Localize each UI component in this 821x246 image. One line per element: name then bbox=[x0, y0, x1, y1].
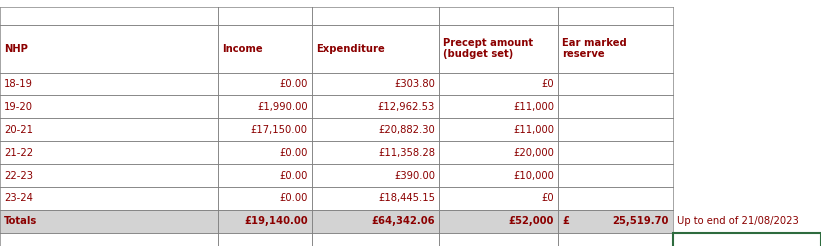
Bar bbox=[439, 25, 558, 73]
Bar bbox=[218, 7, 312, 25]
Bar bbox=[312, 25, 439, 73]
Bar bbox=[558, 95, 673, 118]
Bar bbox=[0, 164, 218, 187]
Text: 23-24: 23-24 bbox=[4, 193, 33, 203]
Bar bbox=[312, 187, 439, 210]
Bar bbox=[312, 7, 439, 25]
Bar bbox=[558, 210, 673, 233]
Text: £19,140.00: £19,140.00 bbox=[245, 216, 308, 226]
Text: Totals: Totals bbox=[4, 216, 37, 226]
Text: £11,358.28: £11,358.28 bbox=[378, 148, 435, 158]
Text: NHP: NHP bbox=[4, 44, 28, 54]
Text: £20,882.30: £20,882.30 bbox=[378, 125, 435, 135]
Text: £11,000: £11,000 bbox=[513, 102, 554, 112]
Text: £12,962.53: £12,962.53 bbox=[378, 102, 435, 112]
Bar bbox=[0, 187, 218, 210]
Text: 22-23: 22-23 bbox=[4, 170, 33, 181]
Text: £20,000: £20,000 bbox=[513, 148, 554, 158]
Bar bbox=[558, 25, 673, 73]
Bar bbox=[439, 73, 558, 95]
Text: £0: £0 bbox=[542, 193, 554, 203]
Bar bbox=[218, 118, 312, 141]
Bar bbox=[0, 118, 218, 141]
Bar bbox=[558, 118, 673, 141]
Bar bbox=[312, 95, 439, 118]
Bar bbox=[218, 233, 312, 246]
Text: £0.00: £0.00 bbox=[279, 79, 308, 89]
Bar bbox=[0, 233, 218, 246]
Text: 25,519.70: 25,519.70 bbox=[612, 216, 669, 226]
Bar bbox=[312, 141, 439, 164]
Bar bbox=[312, 73, 439, 95]
Bar bbox=[218, 164, 312, 187]
Text: £0.00: £0.00 bbox=[279, 193, 308, 203]
Bar bbox=[558, 187, 673, 210]
Bar bbox=[558, 233, 673, 246]
Text: £0: £0 bbox=[542, 79, 554, 89]
Bar bbox=[439, 141, 558, 164]
Bar bbox=[439, 7, 558, 25]
Bar bbox=[558, 7, 673, 25]
Bar bbox=[439, 187, 558, 210]
Text: 18-19: 18-19 bbox=[4, 79, 33, 89]
Bar bbox=[218, 187, 312, 210]
Bar bbox=[312, 118, 439, 141]
Text: £10,000: £10,000 bbox=[513, 170, 554, 181]
Bar bbox=[439, 95, 558, 118]
Bar bbox=[218, 73, 312, 95]
Bar bbox=[0, 95, 218, 118]
Text: Ear marked
reserve: Ear marked reserve bbox=[562, 38, 627, 59]
Bar bbox=[312, 233, 439, 246]
Bar bbox=[0, 210, 218, 233]
Text: £0.00: £0.00 bbox=[279, 170, 308, 181]
Bar bbox=[439, 233, 558, 246]
Text: £64,342.06: £64,342.06 bbox=[372, 216, 435, 226]
Text: 20-21: 20-21 bbox=[4, 125, 33, 135]
Text: Expenditure: Expenditure bbox=[316, 44, 385, 54]
Bar bbox=[673, 233, 821, 246]
Bar bbox=[439, 118, 558, 141]
Bar bbox=[0, 7, 218, 25]
Bar bbox=[0, 25, 218, 73]
Bar bbox=[218, 141, 312, 164]
Text: Precept amount
(budget set): Precept amount (budget set) bbox=[443, 38, 534, 59]
Bar bbox=[558, 141, 673, 164]
Bar bbox=[312, 210, 439, 233]
Bar bbox=[558, 164, 673, 187]
Text: £0.00: £0.00 bbox=[279, 148, 308, 158]
Bar bbox=[218, 25, 312, 73]
Bar bbox=[439, 164, 558, 187]
Text: 21-22: 21-22 bbox=[4, 148, 33, 158]
Bar bbox=[439, 210, 558, 233]
Text: £1,990.00: £1,990.00 bbox=[257, 102, 308, 112]
Text: £: £ bbox=[562, 216, 570, 226]
Text: £52,000: £52,000 bbox=[509, 216, 554, 226]
Text: £18,445.15: £18,445.15 bbox=[378, 193, 435, 203]
Bar bbox=[312, 164, 439, 187]
Bar bbox=[0, 141, 218, 164]
Text: £303.80: £303.80 bbox=[394, 79, 435, 89]
Bar bbox=[0, 73, 218, 95]
Text: Income: Income bbox=[222, 44, 262, 54]
Text: £11,000: £11,000 bbox=[513, 125, 554, 135]
Text: Up to end of 21/08/2023: Up to end of 21/08/2023 bbox=[677, 216, 799, 226]
Bar bbox=[558, 73, 673, 95]
Bar bbox=[218, 210, 312, 233]
Text: £17,150.00: £17,150.00 bbox=[251, 125, 308, 135]
Text: 19-20: 19-20 bbox=[4, 102, 33, 112]
Text: £390.00: £390.00 bbox=[394, 170, 435, 181]
Bar bbox=[673, 233, 821, 246]
Bar bbox=[218, 95, 312, 118]
